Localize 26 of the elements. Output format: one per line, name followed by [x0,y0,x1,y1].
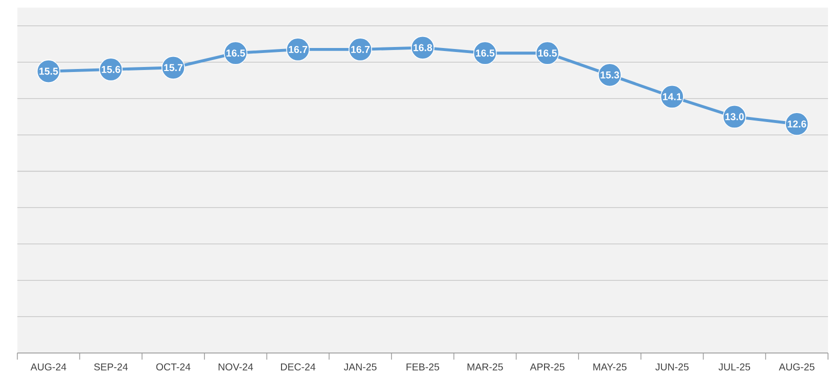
x-tick-label: NOV-24 [218,363,254,370]
x-tick-label: JAN-25 [344,363,377,370]
data-label: 16.7 [351,46,370,54]
x-tick-label: JUL-25 [718,363,750,370]
x-tick-label: MAR-25 [468,363,503,370]
x-tick-label: APR-25 [530,363,564,370]
x-tick-label: AUG-24 [30,363,66,370]
data-label: 14.1 [663,93,682,100]
data-label: 16.5 [226,50,246,57]
x-tick-label: MAY-25 [593,363,626,370]
data-label: 16.7 [288,46,308,54]
x-tick-label: JUN-25 [655,363,689,370]
data-label: 15.7 [164,64,182,72]
x-tick-label: AUG-25 [778,363,814,370]
data-label: 16.5 [476,50,494,57]
data-label: 12.6 [788,120,806,128]
x-tick-label: SEP-24 [94,363,128,370]
data-label: 16.8 [414,44,432,52]
data-label: 15.3 [600,71,620,78]
x-tick-label: FEB-25 [406,363,440,370]
x-tick-label: OCT-24 [156,363,190,370]
data-label: 13.0 [725,113,744,120]
x-tick-label: DEC-24 [281,363,316,370]
data-label: 15.5 [39,68,58,75]
data-label: 15.6 [102,66,120,73]
data-label: 16.5 [538,50,557,57]
